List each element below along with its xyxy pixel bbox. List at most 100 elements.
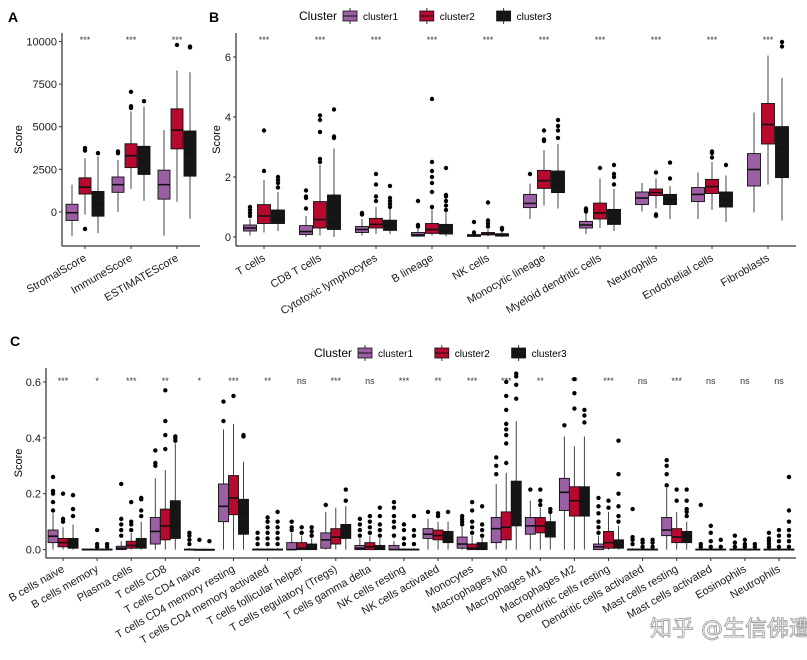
outlier-point [357, 533, 363, 538]
box-cluster1 [354, 516, 366, 551]
box-cluster1 [523, 171, 537, 219]
outlier-point [275, 530, 280, 536]
outlier-point [391, 513, 397, 519]
outlier-point [708, 539, 713, 544]
outlier-point [70, 513, 76, 519]
outlier-point [548, 506, 553, 512]
outlier-point [367, 519, 373, 524]
box-cluster1 [183, 530, 195, 551]
y-tick-label: 7500 [33, 79, 57, 91]
outlier-point [94, 527, 100, 533]
outlier-point [443, 165, 449, 171]
box-cluster2 [296, 525, 308, 551]
outlier-point [709, 155, 715, 160]
outlier-point [60, 516, 66, 522]
outlier-point [265, 525, 270, 530]
legend-title: Cluster [299, 9, 337, 23]
outlier-point [611, 162, 617, 168]
outlier-point [187, 44, 193, 49]
box-iqr [490, 517, 502, 544]
box-cluster3 [749, 541, 761, 551]
outlier-point [429, 168, 435, 174]
legend-label: cluster2 [455, 349, 490, 360]
outlier-point [786, 519, 792, 524]
outlier-point [255, 536, 260, 541]
box-cluster2 [91, 527, 103, 551]
box-cluster1 [763, 530, 775, 551]
outlier-point [494, 463, 499, 468]
box-iqr [170, 108, 184, 150]
box-cluster2 [649, 170, 663, 219]
outlier-point [504, 460, 509, 466]
outlier-point [596, 495, 601, 501]
outlier-point [115, 149, 121, 154]
box-cluster2 [330, 507, 342, 550]
outlier-point [541, 128, 547, 133]
box-iqr [425, 223, 439, 234]
outlier-point [255, 530, 260, 536]
box-cluster2 [425, 96, 439, 236]
box-iqr [500, 511, 512, 541]
outlier-point [429, 159, 435, 165]
outlier-point [275, 525, 280, 530]
outlier-point [514, 382, 519, 387]
box-cluster3 [613, 438, 624, 550]
outlier-point [129, 519, 134, 524]
box-cluster3 [203, 539, 215, 551]
x-tick-label: Fibroblasts [719, 252, 772, 290]
y-tick-label: 6 [225, 52, 231, 64]
outlier-point [504, 427, 509, 432]
box-iqr [340, 524, 352, 539]
outlier-point [527, 171, 533, 177]
box-cluster1 [411, 198, 425, 237]
box-iqr [439, 223, 453, 235]
outlier-point [415, 198, 421, 204]
box-cluster3 [607, 162, 621, 231]
outlier-point [70, 506, 76, 512]
outlier-point [331, 134, 337, 139]
significance-label: *** [259, 35, 270, 45]
significance-label: *** [126, 35, 137, 45]
outlier-point [718, 537, 723, 543]
outlier-point [786, 539, 792, 544]
significance-label: *** [126, 376, 137, 386]
outlier-point [303, 194, 309, 199]
box-cluster1 [524, 487, 536, 550]
outlier-point [443, 192, 449, 198]
box-cluster1 [729, 533, 741, 551]
legend-label: cluster2 [440, 12, 475, 23]
box-cluster3 [183, 44, 197, 219]
box-iqr [228, 475, 239, 516]
outlier-point [504, 441, 509, 446]
outlier-point [606, 498, 611, 503]
outlier-point [630, 541, 635, 547]
box-cluster1 [65, 184, 79, 236]
outlier-point [163, 418, 168, 424]
outlier-point [163, 446, 168, 452]
outlier-point [309, 529, 314, 534]
significance-label: ns [297, 376, 307, 386]
outlier-point [50, 474, 56, 480]
outlier-point [766, 536, 772, 541]
outlier-point [572, 376, 577, 382]
box-cluster3 [137, 98, 151, 201]
significance-label: *** [763, 35, 774, 45]
outlier-point [667, 176, 673, 181]
box-iqr [135, 537, 147, 549]
box-cluster2 [500, 379, 512, 550]
outlier-point [786, 474, 792, 480]
outlier-point [742, 537, 748, 543]
box-cluster1 [635, 183, 649, 212]
significance-label: ns [365, 376, 375, 386]
outlier-point [411, 527, 417, 533]
outlier-point [640, 537, 645, 543]
outlier-point [708, 523, 713, 529]
outlier-point [684, 513, 689, 519]
box-cluster2 [193, 537, 205, 551]
box-iqr [327, 194, 341, 230]
outlier-point [616, 491, 621, 496]
outlier-point [303, 206, 309, 211]
box-iqr [286, 542, 298, 551]
box-cluster3 [442, 509, 454, 550]
box-iqr [169, 500, 181, 539]
